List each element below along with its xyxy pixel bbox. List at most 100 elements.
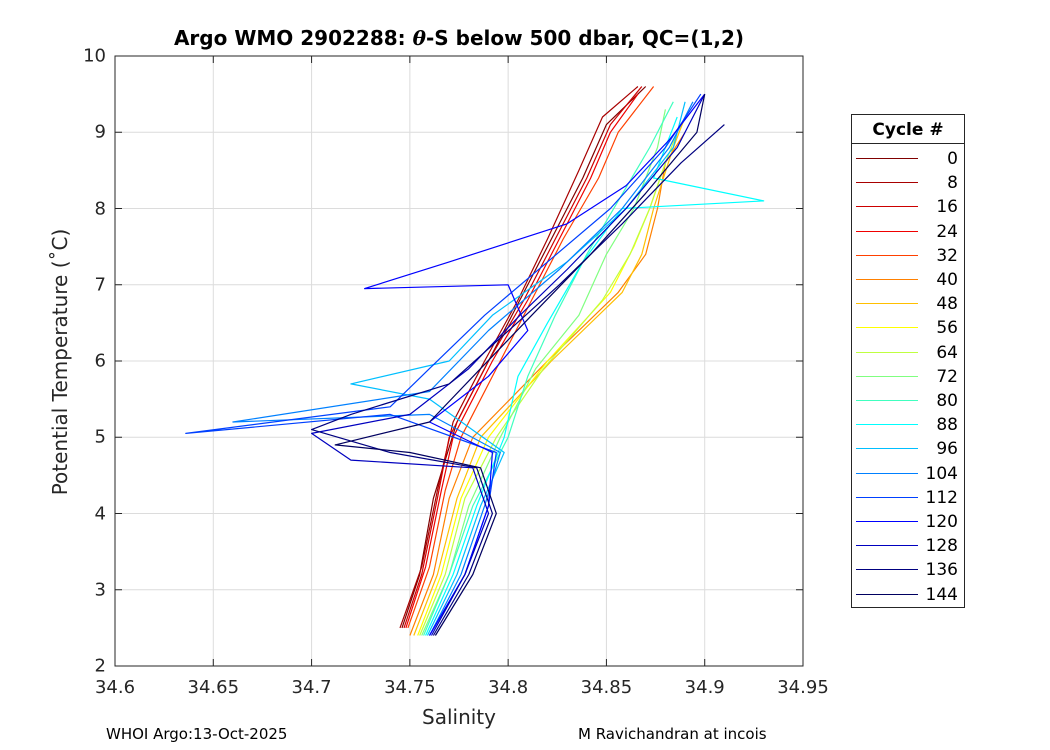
series-line-cycle-144: [334, 93, 706, 636]
legend-label: 56: [936, 318, 958, 339]
legend-item: 104: [852, 462, 964, 486]
legend-item: 64: [852, 341, 964, 365]
legend-item: 128: [852, 534, 964, 558]
x-tick-label: 34.9: [684, 677, 725, 698]
legend-label: 24: [936, 221, 958, 242]
legend-swatch: [856, 496, 918, 498]
y-tick-label: 4: [94, 503, 106, 524]
legend-label: 72: [936, 366, 958, 387]
series-group: [185, 86, 765, 636]
y-tick-label: 10: [83, 45, 106, 67]
legend-label: 88: [936, 415, 958, 436]
y-tick-label: 2: [94, 655, 106, 677]
legend-label: 16: [936, 197, 958, 218]
x-axis-label: Salinity: [422, 705, 496, 729]
x-tick-label: 34.75: [384, 677, 436, 698]
legend-label: 96: [936, 439, 958, 460]
legend-item: 0: [852, 147, 964, 171]
series-line-cycle-88: [425, 116, 765, 636]
legend-swatch: [856, 521, 918, 522]
title-prefix: Argo WMO 2902288:: [173, 26, 413, 50]
x-tick-label: 34.95: [777, 677, 829, 698]
legend-item: 24: [852, 220, 964, 244]
legend-swatch: [856, 375, 918, 377]
legend-label: 64: [936, 342, 958, 363]
legend-swatch: [856, 448, 918, 450]
legend-label: 128: [925, 536, 958, 557]
legend-label: 40: [936, 270, 958, 290]
series-line-cycle-48: [413, 116, 686, 636]
legend-label: 8: [947, 173, 958, 194]
series-line-cycle-8: [399, 86, 639, 629]
series-line-cycle-64: [419, 132, 678, 636]
tick-marks: [114, 55, 804, 667]
legend-swatch: [856, 182, 918, 184]
legend-item: 32: [852, 244, 964, 268]
legend-swatch: [856, 279, 918, 280]
legend-label: 144: [925, 584, 958, 605]
legend-label: 0: [947, 149, 958, 169]
series-line-cycle-24: [405, 93, 639, 629]
series-line-cycle-104: [232, 101, 694, 636]
legend-swatch: [856, 351, 918, 353]
y-tick-label: 8: [94, 198, 106, 219]
legend-swatch: [856, 545, 918, 547]
legend-swatch: [856, 400, 918, 401]
legend-swatch: [856, 230, 918, 232]
legend-item: 56: [852, 316, 964, 340]
y-tick-label: 7: [94, 274, 106, 296]
legend-item: 120: [852, 510, 964, 534]
legend-item: 112: [852, 486, 964, 510]
legend-label: 120: [925, 512, 958, 532]
legend-label: 112: [925, 487, 958, 508]
legend-item: 8: [852, 171, 964, 195]
series-line-cycle-0: [401, 86, 647, 629]
legend-item: 72: [852, 365, 964, 389]
legend-swatch: [856, 327, 918, 329]
legend-swatch: [856, 206, 918, 208]
x-tick-label: 34.6: [94, 677, 136, 698]
series-line-cycle-16: [403, 86, 643, 629]
title-suffix: -S below 500 dbar, QC=(1,2): [425, 26, 745, 50]
footer-right: M Ravichandran at incois: [578, 725, 767, 743]
x-tick-label: 34.85: [580, 677, 633, 698]
legend-swatch: [856, 472, 918, 474]
y-tick-label: 3: [94, 579, 106, 601]
legend-title: Cycle #: [852, 115, 964, 144]
legend-item: 96: [852, 437, 964, 461]
series-line-cycle-128: [311, 93, 706, 636]
series-line-cycle-80: [423, 101, 674, 636]
legend-item: 88: [852, 413, 964, 437]
y-tick-label: 5: [94, 426, 106, 448]
series-line-cycle-112: [185, 93, 702, 636]
series-line-cycle-136: [311, 124, 725, 636]
series-line-cycle-120: [364, 93, 706, 636]
y-tick-label: 6: [94, 350, 106, 372]
legend-swatch: [856, 569, 918, 571]
legend-swatch: [856, 593, 918, 595]
legend-label: 32: [936, 245, 958, 266]
legend-item: 144: [852, 583, 964, 607]
legend-swatch: [856, 303, 918, 305]
legend-item: 136: [852, 558, 964, 582]
series-line-cycle-32: [407, 86, 655, 629]
y-tick-label: 9: [94, 121, 106, 143]
legend-item: 80: [852, 389, 964, 413]
legend-label: 48: [936, 294, 958, 315]
x-tick-label: 34.8: [488, 677, 529, 698]
series-line-cycle-56: [417, 162, 666, 636]
x-tick-label: 34.7: [291, 677, 332, 698]
chart-title: Argo WMO 2902288: θ-S below 500 dbar, QC…: [115, 26, 803, 50]
title-theta: θ: [412, 26, 426, 50]
legend-swatch: [856, 424, 918, 426]
legend-item: 40: [852, 268, 964, 292]
legend-label: 80: [936, 391, 958, 411]
legend-swatch: [856, 254, 918, 256]
footer-left: WHOI Argo:13-Oct-2025: [106, 725, 288, 743]
x-tick-label: 34.65: [187, 677, 240, 698]
legend-swatch: [856, 158, 918, 159]
legend-label: 104: [925, 463, 958, 484]
y-axis-label: Potential Temperature (˚C): [48, 228, 72, 496]
